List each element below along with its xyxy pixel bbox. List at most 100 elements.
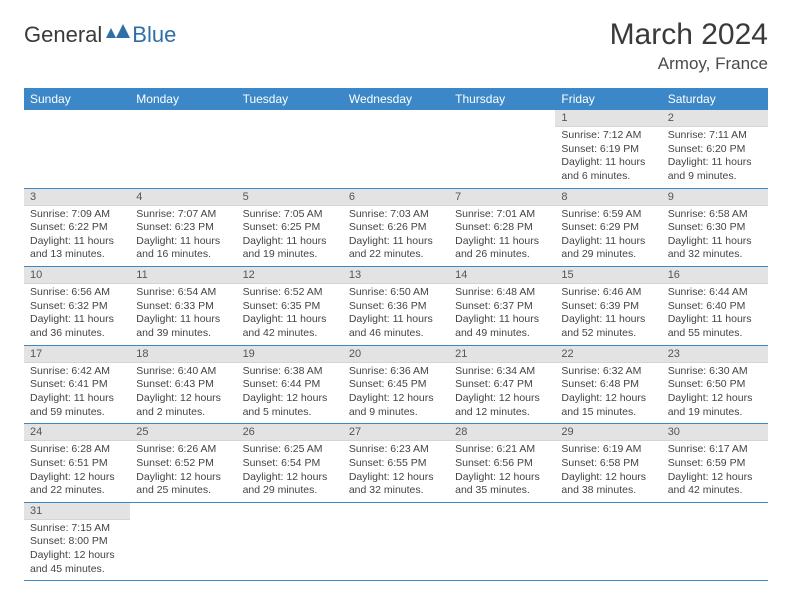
calendar-day-cell: 24Sunrise: 6:28 AMSunset: 6:51 PMDayligh… <box>24 424 130 503</box>
sunset-line: Sunset: 6:43 PM <box>136 378 230 392</box>
sunset-line: Sunset: 6:52 PM <box>136 457 230 471</box>
sunrise-line: Sunrise: 7:05 AM <box>243 208 337 222</box>
day-number: 13 <box>343 267 449 284</box>
title-block: March 2024 Armoy, France <box>610 18 768 74</box>
sunset-line: Sunset: 6:47 PM <box>455 378 549 392</box>
daylight-line: Daylight: 12 hours and 42 minutes. <box>668 471 762 498</box>
sunset-line: Sunset: 6:50 PM <box>668 378 762 392</box>
sunset-line: Sunset: 6:48 PM <box>561 378 655 392</box>
sunset-line: Sunset: 6:56 PM <box>455 457 549 471</box>
calendar-table: SundayMondayTuesdayWednesdayThursdayFrid… <box>24 88 768 581</box>
weekday-header: Wednesday <box>343 88 449 110</box>
daylight-line: Daylight: 12 hours and 15 minutes. <box>561 392 655 419</box>
calendar-day-cell: 23 Sunrise: 6:30 AMSunset: 6:50 PMDayligh… <box>662 345 768 424</box>
calendar-day-cell: 1Sunrise: 7:12 AMSunset: 6:19 PMDaylight… <box>555 110 661 188</box>
daylight-line: Daylight: 12 hours and 35 minutes. <box>455 471 549 498</box>
daylight-line: Daylight: 12 hours and 38 minutes. <box>561 471 655 498</box>
daylight-line: Daylight: 11 hours and 52 minutes. <box>561 313 655 340</box>
daylight-line: Daylight: 12 hours and 32 minutes. <box>349 471 443 498</box>
calendar-day-cell <box>237 502 343 581</box>
sunrise-line: Sunrise: 6:25 AM <box>243 443 337 457</box>
calendar-week-row: 10Sunrise: 6:56 AMSunset: 6:32 PMDayligh… <box>24 267 768 346</box>
daylight-line: Daylight: 12 hours and 9 minutes. <box>349 392 443 419</box>
calendar-day-cell: 22Sunrise: 6:32 AMSunset: 6:48 PMDayligh… <box>555 345 661 424</box>
day-details: Sunrise: 7:03 AMSunset: 6:26 PMDaylight:… <box>343 206 449 267</box>
day-number: 20 <box>343 346 449 363</box>
day-details: Sunrise: 6:56 AMSunset: 6:32 PMDaylight:… <box>24 284 130 345</box>
calendar-week-row: 3Sunrise: 7:09 AMSunset: 6:22 PMDaylight… <box>24 188 768 267</box>
daylight-line: Daylight: 11 hours and 22 minutes. <box>349 235 443 262</box>
daylight-line: Daylight: 11 hours and 16 minutes. <box>136 235 230 262</box>
day-number: 14 <box>449 267 555 284</box>
day-number: 17 <box>24 346 130 363</box>
day-number: 30 <box>662 424 768 441</box>
daylight-line: Daylight: 11 hours and 49 minutes. <box>455 313 549 340</box>
sunset-line: Sunset: 6:26 PM <box>349 221 443 235</box>
daylight-line: Daylight: 11 hours and 9 minutes. <box>668 156 762 183</box>
calendar-day-cell: 28Sunrise: 6:21 AMSunset: 6:56 PMDayligh… <box>449 424 555 503</box>
day-number: 16 <box>662 267 768 284</box>
sunset-line: Sunset: 6:25 PM <box>243 221 337 235</box>
calendar-day-cell <box>24 110 130 188</box>
sunrise-line: Sunrise: 7:15 AM <box>30 522 124 536</box>
daylight-line: Daylight: 12 hours and 29 minutes. <box>243 471 337 498</box>
day-details: Sunrise: 6:26 AMSunset: 6:52 PMDaylight:… <box>130 441 236 502</box>
calendar-day-cell: 21Sunrise: 6:34 AMSunset: 6:47 PMDayligh… <box>449 345 555 424</box>
calendar-day-cell: 4Sunrise: 7:07 AMSunset: 6:23 PMDaylight… <box>130 188 236 267</box>
sunset-line: Sunset: 6:33 PM <box>136 300 230 314</box>
sunset-line: Sunset: 6:40 PM <box>668 300 762 314</box>
sunset-line: Sunset: 6:30 PM <box>668 221 762 235</box>
day-details: Sunrise: 6:34 AMSunset: 6:47 PMDaylight:… <box>449 363 555 424</box>
daylight-line: Daylight: 11 hours and 36 minutes. <box>30 313 124 340</box>
day-number: 23 <box>662 346 768 363</box>
calendar-day-cell: 3Sunrise: 7:09 AMSunset: 6:22 PMDaylight… <box>24 188 130 267</box>
day-number: 24 <box>24 424 130 441</box>
sunset-line: Sunset: 6:55 PM <box>349 457 443 471</box>
calendar-week-row: 1Sunrise: 7:12 AMSunset: 6:19 PMDaylight… <box>24 110 768 188</box>
day-details: Sunrise: 6:48 AMSunset: 6:37 PMDaylight:… <box>449 284 555 345</box>
sunrise-line: Sunrise: 6:58 AM <box>668 208 762 222</box>
day-number: 28 <box>449 424 555 441</box>
day-number: 6 <box>343 189 449 206</box>
sunset-line: Sunset: 6:37 PM <box>455 300 549 314</box>
day-details: Sunrise: 6:50 AMSunset: 6:36 PMDaylight:… <box>343 284 449 345</box>
calendar-day-cell: 10Sunrise: 6:56 AMSunset: 6:32 PMDayligh… <box>24 267 130 346</box>
calendar-day-cell: 20Sunrise: 6:36 AMSunset: 6:45 PMDayligh… <box>343 345 449 424</box>
calendar-day-cell: 12Sunrise: 6:52 AMSunset: 6:35 PMDayligh… <box>237 267 343 346</box>
calendar-header-row: SundayMondayTuesdayWednesdayThursdayFrid… <box>24 88 768 110</box>
day-number: 4 <box>130 189 236 206</box>
sunset-line: Sunset: 6:32 PM <box>30 300 124 314</box>
day-details: Sunrise: 6:44 AMSunset: 6:40 PMDaylight:… <box>662 284 768 345</box>
sunset-line: Sunset: 6:59 PM <box>668 457 762 471</box>
sunrise-line: Sunrise: 6:30 AM <box>668 365 762 379</box>
calendar-day-cell <box>449 110 555 188</box>
location: Armoy, France <box>610 54 768 74</box>
sunrise-line: Sunrise: 6:50 AM <box>349 286 443 300</box>
calendar-day-cell <box>555 502 661 581</box>
logo-text-dark: General <box>24 22 102 48</box>
day-number: 18 <box>130 346 236 363</box>
day-number: 10 <box>24 267 130 284</box>
sunrise-line: Sunrise: 6:23 AM <box>349 443 443 457</box>
sunset-line: Sunset: 6:51 PM <box>30 457 124 471</box>
calendar-day-cell: 7Sunrise: 7:01 AMSunset: 6:28 PMDaylight… <box>449 188 555 267</box>
weekday-header: Sunday <box>24 88 130 110</box>
sunset-line: Sunset: 6:44 PM <box>243 378 337 392</box>
day-number: 12 <box>237 267 343 284</box>
sunset-line: Sunset: 6:23 PM <box>136 221 230 235</box>
daylight-line: Daylight: 11 hours and 29 minutes. <box>561 235 655 262</box>
sunrise-line: Sunrise: 6:56 AM <box>30 286 124 300</box>
day-number: 29 <box>555 424 661 441</box>
calendar-day-cell <box>130 110 236 188</box>
daylight-line: Daylight: 12 hours and 22 minutes. <box>30 471 124 498</box>
daylight-line: Daylight: 11 hours and 59 minutes. <box>30 392 124 419</box>
weekday-header: Saturday <box>662 88 768 110</box>
page-title: March 2024 <box>610 18 768 52</box>
daylight-line: Daylight: 12 hours and 19 minutes. <box>668 392 762 419</box>
day-number: 9 <box>662 189 768 206</box>
day-details: Sunrise: 6:59 AMSunset: 6:29 PMDaylight:… <box>555 206 661 267</box>
flag-icon <box>106 24 130 47</box>
sunset-line: Sunset: 8:00 PM <box>30 535 124 549</box>
calendar-day-cell: 17Sunrise: 6:42 AMSunset: 6:41 PMDayligh… <box>24 345 130 424</box>
daylight-line: Daylight: 11 hours and 26 minutes. <box>455 235 549 262</box>
